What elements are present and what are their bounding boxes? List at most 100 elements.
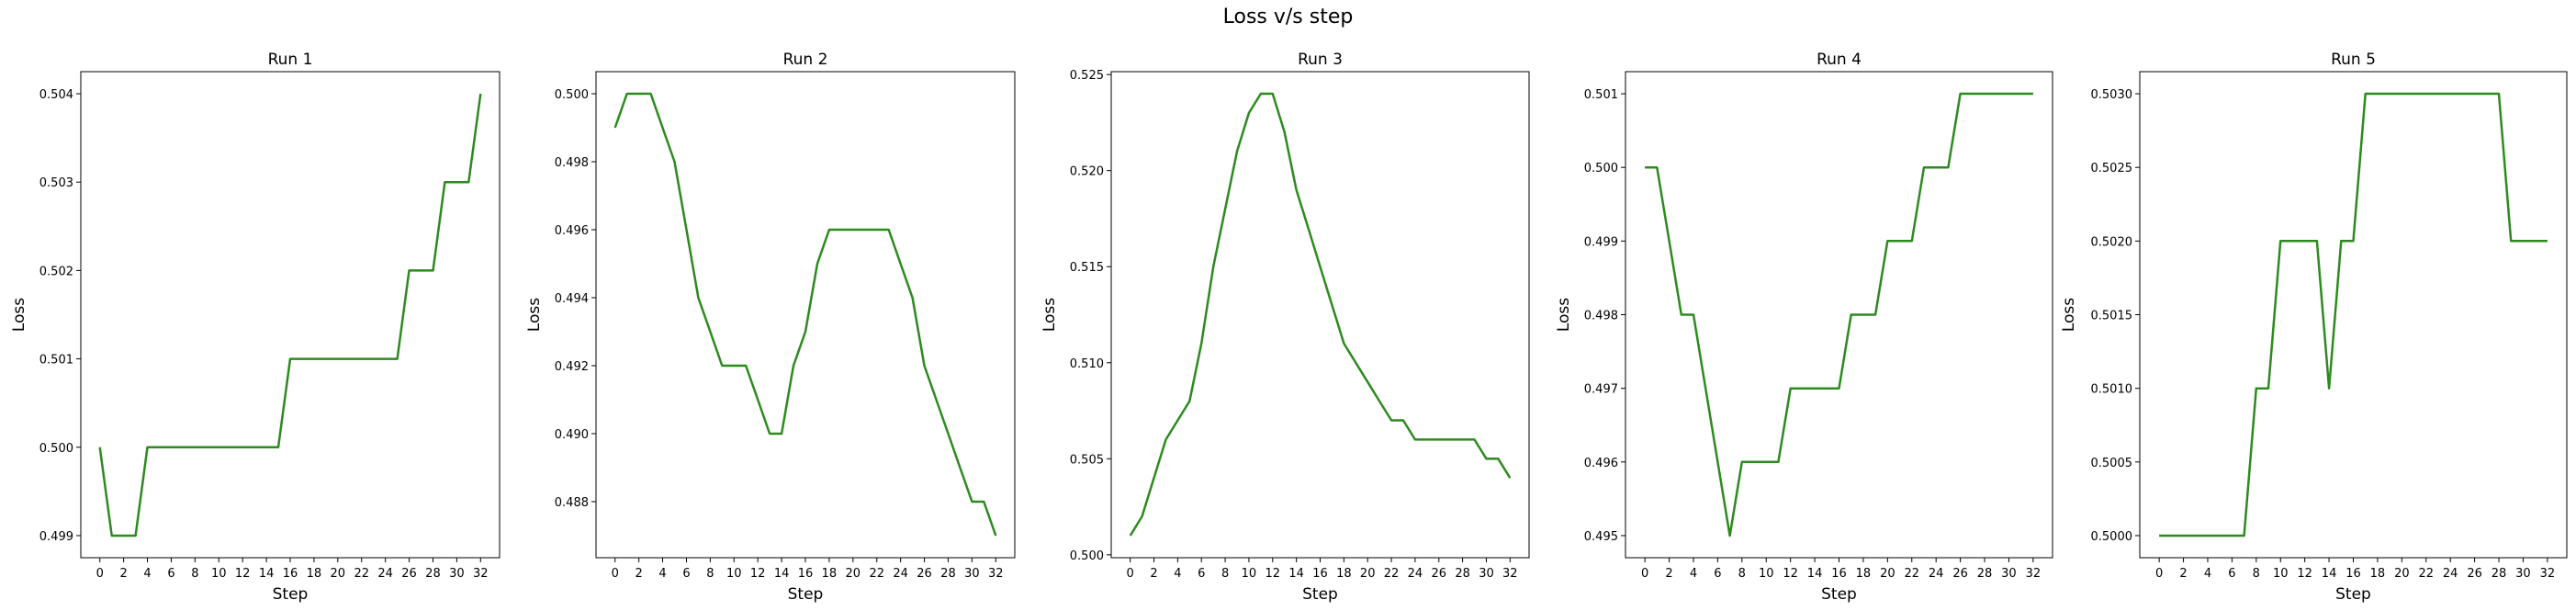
y-tick-label: 0.510 [1070,357,1104,371]
x-tick-label: 24 [1929,567,1944,581]
subplot-title: Run 1 [268,51,313,69]
x-tick-label: 22 [1384,567,1400,581]
subplot-title: Run 5 [2331,51,2376,69]
x-axis-label: Step [273,585,309,604]
plot-frame [80,71,501,559]
x-tick-label: 14 [1288,567,1304,581]
x-tick-label: 24 [1408,567,1423,581]
y-tick-label: 0.5010 [2091,383,2133,397]
subplot-run-3: Run 30 2 4 6 8 10 12 14 16 18 20 22 24 26 28 30 320.5000… [1041,51,1530,604]
x-tick-label: 20 [331,567,346,581]
x-tick-label: 28 [1977,567,1993,581]
y-tick-label: 0.500 [1584,162,1618,175]
x-tick-label: 6 [1198,567,1205,581]
x-tick-label: 14 [259,567,275,581]
x-tick-label: 8 [191,567,198,581]
x-axis-label: Step [2335,585,2371,604]
x-tick-label: 28 [940,567,956,581]
y-axis-label: Loss [525,298,544,332]
x-tick-label: 0 [612,567,619,581]
y-tick-label: 0.525 [1070,69,1104,83]
y-tick-label: 0.498 [555,156,589,170]
x-tick-label: 12 [235,567,251,581]
x-tick-label: 18 [1856,567,1872,581]
x-tick-label: 30 [1479,567,1494,581]
x-axis-label: Step [1821,585,1857,604]
x-tick-label: 10 [211,567,227,581]
x-tick-label: 8 [2253,567,2260,581]
x-tick-label: 8 [1738,567,1746,581]
y-tick-label: 0.5025 [2091,162,2133,175]
x-tick-label: 22 [869,567,884,581]
y-axis-label: Loss [2060,298,2078,332]
x-tick-label: 18 [1336,567,1352,581]
x-tick-label: 32 [2026,567,2042,581]
x-tick-label: 22 [1904,567,1919,581]
x-tick-label: 16 [1312,567,1328,581]
x-tick-label: 6 [2228,567,2235,581]
x-tick-label: 18 [822,567,838,581]
x-tick-label: 32 [1502,567,1518,581]
x-tick-label: 20 [2394,567,2410,581]
x-tick-label: 12 [750,567,766,581]
y-tick-label: 0.5005 [2091,457,2133,470]
series-line [2159,92,2548,537]
x-tick-label: 30 [964,567,980,581]
x-tick-label: 6 [1714,567,1721,581]
x-tick-label: 26 [917,567,932,581]
y-tick-label: 0.500 [1070,549,1104,563]
x-tick-label: 26 [1431,567,1446,581]
x-tick-label: 26 [2467,567,2482,581]
x-tick-label: 32 [988,567,1004,581]
figure-title: Loss v/s step [1222,6,1354,28]
x-tick-label: 32 [473,567,489,581]
subplot-title: Run 3 [1298,51,1343,69]
x-tick-label: 26 [401,567,417,581]
x-tick-label: 2 [635,567,642,581]
x-tick-label: 6 [682,567,690,581]
x-tick-label: 28 [1455,567,1470,581]
y-tick-label: 0.502 [39,265,73,278]
y-tick-label: 0.500 [555,88,589,102]
y-tick-label: 0.501 [39,354,73,368]
y-tick-label: 0.494 [555,292,589,306]
x-tick-label: 10 [2273,567,2289,581]
subplot-title: Run 4 [1817,51,1862,69]
y-tick-label: 0.5000 [2091,530,2133,544]
y-tick-label: 0.503 [39,176,73,190]
x-tick-label: 4 [1690,567,1697,581]
x-tick-label: 24 [2443,567,2458,581]
x-axis-label: Step [1302,585,1338,604]
y-tick-label: 0.5015 [2091,310,2133,323]
plot-frame [2139,71,2568,559]
x-tick-label: 12 [1266,567,1281,581]
y-axis-label: Loss [1041,298,1059,332]
y-tick-label: 0.496 [555,224,589,238]
x-tick-label: 16 [798,567,814,581]
y-tick-label: 0.490 [555,428,589,442]
x-tick-label: 28 [2492,567,2507,581]
x-tick-label: 10 [1759,567,1774,581]
y-tick-label: 0.500 [39,442,73,456]
y-tick-label: 0.501 [1584,88,1618,102]
y-tick-label: 0.515 [1070,261,1104,275]
x-tick-label: 20 [1360,567,1376,581]
y-tick-label: 0.488 [555,496,589,510]
x-tick-label: 16 [1831,567,1847,581]
x-tick-label: 18 [307,567,322,581]
x-tick-label: 12 [1783,567,1798,581]
x-tick-label: 2 [2179,567,2187,581]
x-tick-label: 4 [143,567,151,581]
x-tick-label: 4 [2204,567,2211,581]
y-tick-label: 0.5030 [2091,88,2133,102]
x-tick-label: 14 [774,567,790,581]
y-tick-label: 0.5020 [2091,235,2133,249]
series-line [98,93,482,537]
x-tick-label: 2 [1150,567,1157,581]
y-tick-label: 0.498 [1584,310,1618,323]
y-tick-label: 0.499 [39,530,73,544]
plot-frame [595,71,1016,559]
subplot-title: Run 2 [783,51,828,69]
x-tick-label: 14 [2322,567,2337,581]
